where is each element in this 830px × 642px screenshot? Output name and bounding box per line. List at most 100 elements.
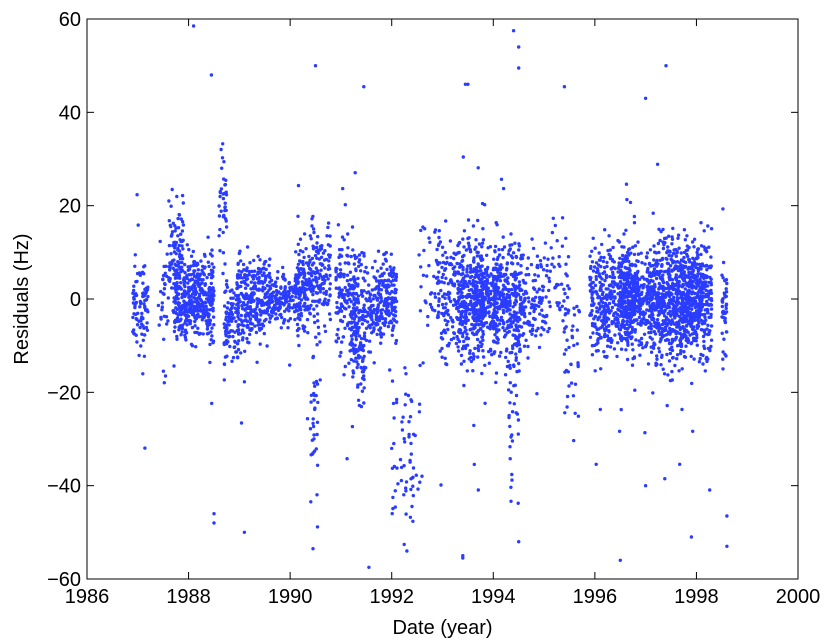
data-point: [259, 313, 263, 317]
data-point: [565, 338, 569, 342]
data-point: [605, 304, 609, 308]
data-point: [182, 305, 187, 310]
data-point: [607, 329, 611, 333]
data-point: [558, 308, 562, 312]
data-point: [668, 309, 672, 313]
data-point: [695, 262, 699, 266]
data-point: [198, 288, 203, 292]
data-point: [621, 320, 625, 324]
data-point: [680, 299, 685, 303]
data-point: [514, 393, 519, 398]
data-point: [462, 359, 466, 363]
data-point: [143, 333, 147, 337]
data-point: [547, 276, 551, 280]
data-point: [661, 367, 665, 371]
data-point: [527, 272, 531, 277]
data-point: [274, 289, 279, 293]
data-point: [355, 365, 359, 370]
data-point: [512, 284, 516, 289]
data-point: [445, 323, 449, 327]
data-point: [224, 208, 228, 213]
data-point: [460, 259, 464, 263]
data-point: [335, 311, 340, 315]
data-point: [373, 259, 377, 263]
data-point: [365, 320, 370, 324]
data-point: [377, 287, 381, 292]
data-point: [437, 270, 441, 274]
data-point: [603, 322, 607, 326]
data-point: [352, 359, 356, 363]
data-point: [186, 302, 191, 306]
data-point: [314, 447, 318, 451]
data-point: [490, 353, 494, 357]
data-point: [677, 322, 681, 326]
data-point: [625, 322, 629, 326]
data-point: [315, 241, 319, 245]
data-point: [491, 327, 496, 331]
data-point: [313, 384, 317, 388]
data-point: [267, 271, 272, 276]
data-point: [610, 321, 614, 326]
data-point: [180, 229, 185, 233]
data-point: [657, 326, 661, 331]
data-point: [657, 346, 661, 350]
data-point: [359, 289, 364, 293]
data-point: [688, 289, 692, 294]
data-point: [263, 295, 267, 299]
data-point: [422, 248, 426, 253]
data-point: [382, 285, 387, 289]
data-point: [476, 269, 480, 273]
data-point: [666, 249, 670, 253]
data-point: [481, 332, 485, 336]
data-point: [261, 303, 265, 307]
data-point: [472, 260, 476, 264]
data-point: [231, 355, 236, 360]
data-point: [288, 317, 293, 321]
data-point: [169, 204, 173, 208]
data-point: [361, 348, 365, 353]
data-point: [663, 477, 667, 481]
data-point: [159, 289, 163, 294]
data-point: [458, 322, 462, 326]
data-point: [654, 322, 658, 326]
data-point: [228, 289, 232, 293]
data-point: [483, 401, 487, 405]
data-point: [170, 286, 174, 290]
data-point: [652, 267, 657, 271]
data-point: [483, 363, 487, 367]
data-point: [511, 262, 515, 266]
data-point: [218, 194, 222, 199]
data-point: [396, 482, 400, 486]
data-point: [654, 276, 659, 281]
data-point: [682, 278, 687, 283]
data-point: [328, 273, 332, 278]
data-point: [223, 217, 228, 221]
data-point: [622, 336, 626, 341]
data-point: [517, 244, 522, 248]
data-point: [472, 332, 476, 337]
data-point: [641, 299, 646, 303]
data-point: [407, 420, 411, 424]
data-point: [429, 291, 434, 295]
data-point: [354, 326, 359, 330]
data-point: [462, 339, 466, 344]
data-point: [356, 299, 360, 304]
data-point: [280, 315, 284, 320]
data-point: [505, 347, 509, 351]
data-point: [467, 302, 471, 307]
data-point: [620, 253, 625, 258]
data-point: [255, 360, 259, 364]
data-point: [524, 291, 529, 295]
data-point: [318, 378, 322, 382]
data-point: [343, 285, 347, 290]
data-point: [562, 299, 566, 303]
data-point: [219, 147, 223, 152]
data-point: [437, 292, 441, 296]
data-point: [442, 328, 446, 332]
data-point: [242, 279, 246, 284]
data-point: [679, 307, 684, 311]
data-point: [572, 306, 576, 310]
data-point: [590, 299, 595, 303]
data-point: [180, 312, 185, 316]
data-point: [528, 329, 533, 333]
